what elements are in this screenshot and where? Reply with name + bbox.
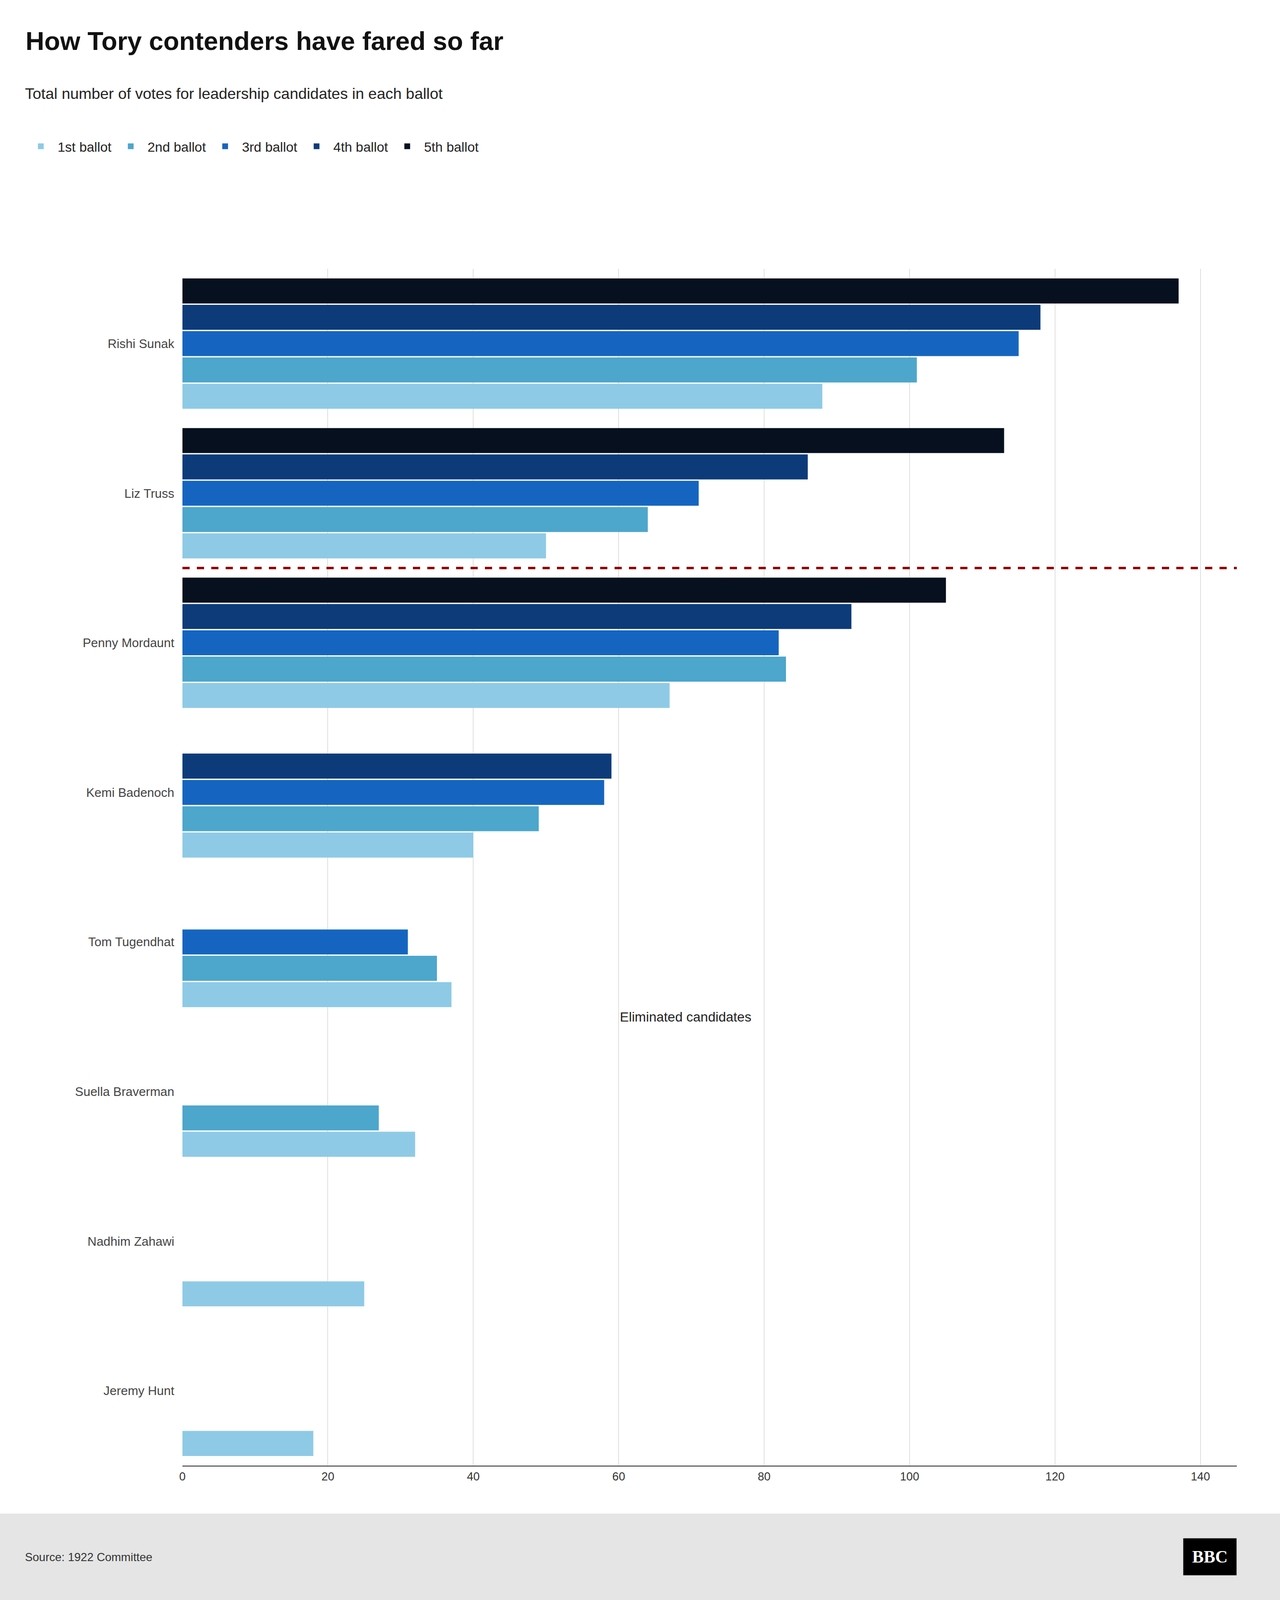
svg-text:1st ballot: 1st ballot xyxy=(57,139,112,155)
svg-text:Nadhim Zahawi: Nadhim Zahawi xyxy=(87,1234,175,1249)
svg-text:Tom Tugendhat: Tom Tugendhat xyxy=(88,934,175,950)
svg-text:Eliminated candidates: Eliminated candidates xyxy=(619,1009,752,1025)
svg-text:5th ballot: 5th ballot xyxy=(423,139,479,155)
svg-text:2nd ballot: 2nd ballot xyxy=(147,139,206,155)
svg-text:How Tory contenders have fared: How Tory contenders have fared so far xyxy=(25,26,504,56)
svg-text:60: 60 xyxy=(612,1470,626,1484)
svg-text:Jeremy Hunt: Jeremy Hunt xyxy=(103,1383,175,1399)
svg-text:4th ballot: 4th ballot xyxy=(333,139,388,155)
svg-text:100: 100 xyxy=(899,1470,919,1484)
svg-text:20: 20 xyxy=(321,1470,335,1484)
svg-text:Suella Braverman: Suella Braverman xyxy=(74,1084,175,1099)
svg-text:Liz Truss: Liz Truss xyxy=(124,486,175,501)
svg-text:Penny Mordaunt: Penny Mordaunt xyxy=(82,635,175,651)
svg-text:3rd ballot: 3rd ballot xyxy=(241,139,298,155)
svg-text:Total number of votes for lead: Total number of votes for leadership can… xyxy=(24,84,443,103)
svg-text:40: 40 xyxy=(466,1470,480,1484)
svg-text:Kemi Badenoch: Kemi Badenoch xyxy=(85,785,175,800)
svg-text:Source: 1922 Committee: Source: 1922 Committee xyxy=(24,1550,153,1564)
svg-text:80: 80 xyxy=(757,1470,771,1484)
svg-text:Rishi Sunak: Rishi Sunak xyxy=(107,336,175,351)
svg-text:0: 0 xyxy=(179,1470,186,1484)
svg-text:120: 120 xyxy=(1045,1470,1065,1484)
svg-text:BBC: BBC xyxy=(1192,1547,1228,1567)
svg-text:140: 140 xyxy=(1190,1470,1210,1484)
